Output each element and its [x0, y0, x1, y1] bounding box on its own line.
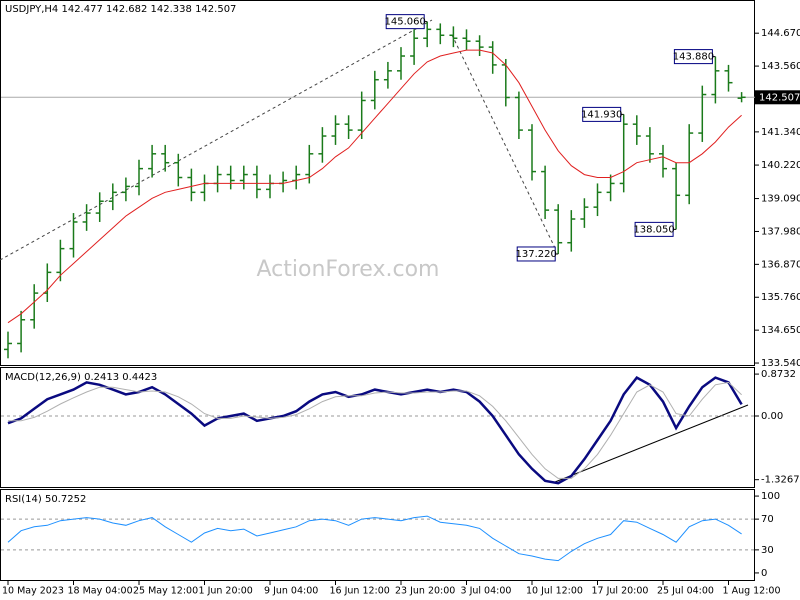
- annotation-label: 138.050: [633, 224, 674, 235]
- panel-title: RSI(14) 50.7252: [5, 494, 86, 505]
- trend-line: [0, 19, 433, 261]
- last-price-label: 142.507: [759, 92, 800, 103]
- y-tick-label: 137.980: [761, 226, 800, 237]
- watermark: ActionForex.com: [257, 257, 440, 282]
- y-tick-label: -1.3267: [761, 475, 800, 486]
- y-tick-label: 135.760: [761, 292, 800, 303]
- y-tick-label: 143.560: [761, 61, 800, 72]
- y-tick-label: 140.220: [761, 160, 800, 171]
- panel-title: USDJPY,H4 142.477 142.682 142.338 142.50…: [5, 4, 236, 15]
- x-tick-label: 16 Jun 12:00: [330, 586, 390, 597]
- y-tick-label: 134.650: [761, 325, 800, 336]
- x-tick-label: 25 May 12:00: [133, 586, 198, 597]
- series-line: [8, 381, 742, 479]
- series-line: [7, 49, 742, 324]
- x-tick-label: 3 Jul 04:00: [461, 586, 512, 597]
- annotation-box: [582, 106, 622, 122]
- annotation-box: [385, 14, 425, 30]
- annotation-label: 145.060: [385, 17, 426, 28]
- x-tick-label: 1 Jun 20:00: [199, 586, 253, 597]
- x-tick-label: 18 May 04:00: [68, 586, 133, 597]
- y-tick-label: 141.340: [761, 127, 800, 138]
- price-panel: [0, 0, 755, 366]
- annotation-box: [516, 246, 556, 262]
- annotation-label: 137.220: [516, 249, 557, 260]
- y-tick-label: 133.540: [761, 358, 800, 369]
- x-tick-label: 10 Jul 12:00: [526, 586, 583, 597]
- x-tick-label: 1 Aug 12:00: [723, 586, 781, 597]
- y-tick-label: 0.00: [761, 411, 783, 422]
- y-tick-label: 70: [761, 514, 774, 525]
- annotation-box: [673, 49, 713, 65]
- annotation-box: [634, 221, 674, 237]
- y-tick-label: 100: [761, 491, 780, 502]
- series-line: [7, 375, 743, 485]
- rsi-panel: [0, 489, 755, 581]
- y-tick-label: 30: [761, 545, 774, 556]
- series-line: [7, 515, 742, 562]
- x-tick-label: 23 Jun 20:00: [395, 586, 455, 597]
- x-tick-label: 9 Jun 04:00: [264, 586, 318, 597]
- last-price-box: [755, 90, 800, 105]
- y-tick-label: 0: [761, 568, 767, 579]
- y-tick-label: 139.090: [761, 194, 800, 205]
- panel-title: MACD(12,26,9) 0.2413 0.4423: [5, 372, 157, 383]
- y-tick-label: 144.670: [761, 28, 800, 39]
- y-tick-label: 136.870: [761, 259, 800, 270]
- x-tick-label: 17 Jul 20:00: [592, 586, 649, 597]
- x-tick-label: 10 May 2023: [2, 586, 64, 597]
- annotation-label: 141.930: [581, 109, 622, 120]
- annotation-label: 143.880: [673, 52, 714, 63]
- macd-trend-line: [554, 404, 749, 483]
- x-tick-label: 25 Jul 04:00: [657, 586, 714, 597]
- y-tick-label: 0.8732: [761, 369, 796, 380]
- macd-panel: [0, 367, 755, 488]
